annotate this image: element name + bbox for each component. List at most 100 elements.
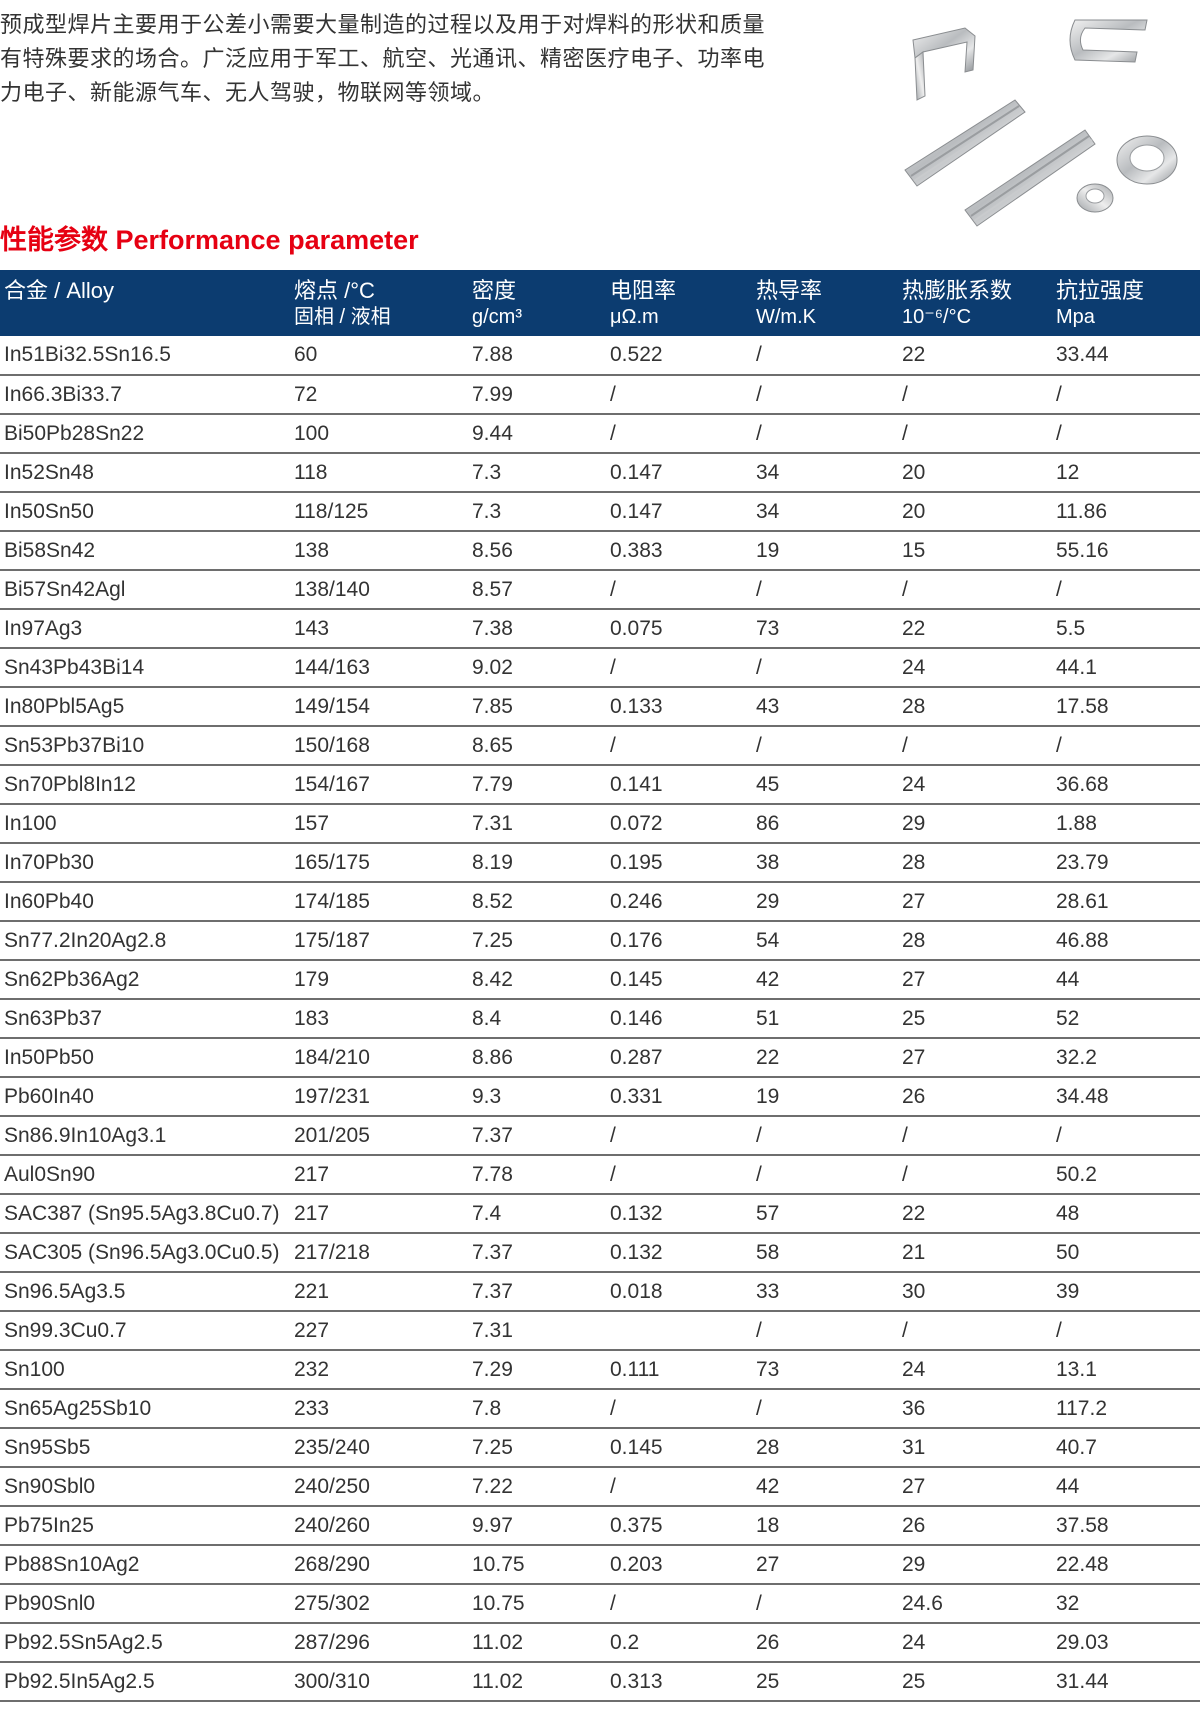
cell-thermal-conductivity: 42	[752, 960, 898, 1000]
cell-thermal-conductivity: 51	[752, 999, 898, 1039]
cell-resistivity: 0.176	[606, 921, 752, 961]
cell-resistivity: 0.075	[606, 609, 752, 649]
cell-density: 7.38	[468, 609, 606, 649]
cell-density: 7.88	[468, 336, 606, 376]
cell-thermal-conductivity: /	[752, 1155, 898, 1195]
cell-melting-point: 233	[290, 1389, 468, 1429]
cell-tensile-strength: /	[1052, 1311, 1200, 1351]
table-row: Pb92.5Sn5Ag2.5 287/296 11.02 0.2 26 24 29.03	[0, 1623, 1200, 1663]
cell-density: 10.75	[468, 1545, 606, 1585]
cell-melting-point: 268/290	[290, 1545, 468, 1585]
cell-thermal-expansion: /	[898, 414, 1052, 454]
cell-thermal-expansion: 22	[898, 1194, 1052, 1234]
cell-thermal-conductivity: /	[752, 1389, 898, 1429]
cell-alloy: SAC305 (Sn96.5Ag3.0Cu0.5)	[0, 1233, 290, 1273]
cell-resistivity: /	[606, 1584, 752, 1624]
cell-density: 7.3	[468, 492, 606, 532]
cell-alloy: Pb60In40	[0, 1077, 290, 1117]
cell-thermal-expansion: /	[898, 570, 1052, 610]
cell-thermal-conductivity: 57	[752, 1194, 898, 1234]
cell-thermal-expansion: 20	[898, 492, 1052, 532]
table-body: In51Bi32.5Sn16.5 60 7.88 0.522/22 33.44 In66.…	[0, 336, 1200, 1702]
cell-resistivity: 0.383	[606, 531, 752, 571]
cell-thermal-expansion: 20	[898, 453, 1052, 493]
cell-tensile-strength: 37.58	[1052, 1506, 1200, 1546]
cell-alloy: Sn43Pb43Bi14	[0, 648, 290, 688]
cell-melting-point: 150/168	[290, 726, 468, 766]
cell-alloy: Bi50Pb28Sn22	[0, 414, 290, 454]
cell-tensile-strength: 117.2	[1052, 1389, 1200, 1429]
table-row: Bi57Sn42Agl 138/140 8.57// / /	[0, 570, 1200, 610]
table-row: Sn62Pb36Ag2 179 8.42 0.145 42 27 44	[0, 960, 1200, 1000]
cell-density: 9.02	[468, 648, 606, 688]
cell-resistivity: 0.018	[606, 1272, 752, 1312]
cell-tensile-strength: 52	[1052, 999, 1200, 1039]
cell-alloy: Pb88Sn10Ag2	[0, 1545, 290, 1585]
cell-alloy: Bi58Sn42	[0, 531, 290, 571]
cell-thermal-conductivity: 28	[752, 1428, 898, 1468]
header-alloy: 合金 / Alloy	[0, 270, 290, 336]
cell-tensile-strength: 44	[1052, 1467, 1200, 1507]
table-row: In50Pb50 184/210 8.86 0.287 22 27 32.2	[0, 1038, 1200, 1078]
cell-resistivity: 0.072	[606, 804, 752, 844]
cell-melting-point: 175/187	[290, 921, 468, 961]
cell-resistivity: /	[606, 1467, 752, 1507]
cell-resistivity: 0.313	[606, 1662, 752, 1702]
intro-line: 力电子、新能源气车、无人驾驶，物联网等领域。	[0, 80, 496, 105]
table-row: Sn86.9In10Ag3.1 201/205 7.37// / /	[0, 1116, 1200, 1156]
cell-resistivity: 0.522	[606, 336, 752, 376]
table-row: Pb90Snl0 275/302 10.75//24.6 32	[0, 1584, 1200, 1624]
cell-density: 7.22	[468, 1467, 606, 1507]
table-row: In100 157 7.31 0.072 86 29 1.88	[0, 804, 1200, 844]
cell-melting-point: 138	[290, 531, 468, 571]
cell-thermal-expansion: 24	[898, 765, 1052, 805]
cell-tensile-strength: 12	[1052, 453, 1200, 493]
cell-melting-point: 235/240	[290, 1428, 468, 1468]
cell-thermal-conductivity: 33	[752, 1272, 898, 1312]
cell-melting-point: 165/175	[290, 843, 468, 883]
table-row: Sn77.2In20Ag2.8 175/187 7.25 0.176 54 28 46.88	[0, 921, 1200, 961]
cell-thermal-conductivity: 18	[752, 1506, 898, 1546]
cell-resistivity: 0.132	[606, 1233, 752, 1273]
cell-melting-point: 72	[290, 375, 468, 415]
cell-thermal-conductivity: /	[752, 375, 898, 415]
cell-melting-point: 300/310	[290, 1662, 468, 1702]
cell-density: 7.31	[468, 1311, 606, 1351]
cell-thermal-expansion: 15	[898, 531, 1052, 571]
cell-resistivity: 0.145	[606, 1428, 752, 1468]
cell-melting-point: 174/185	[290, 882, 468, 922]
cell-alloy: Pb92.5Sn5Ag2.5	[0, 1623, 290, 1663]
intro-text: 预成型焊片主要用于公差小需要大量制造的过程以及用于对焊料的形状和质量 有特殊要求…	[0, 8, 810, 110]
cell-tensile-strength: 48	[1052, 1194, 1200, 1234]
intro-line: 有特殊要求的场合。广泛应用于军工、航空、光通讯、精密医疗电子、功率电	[0, 46, 766, 71]
table-row: Sn95Sb5 235/240 7.25 0.145 28 31 40.7	[0, 1428, 1200, 1468]
cell-resistivity	[606, 1311, 752, 1351]
cell-density: 9.97	[468, 1506, 606, 1546]
cell-thermal-conductivity: 29	[752, 882, 898, 922]
cell-melting-point: 149/154	[290, 687, 468, 727]
cell-alloy: Bi57Sn42Agl	[0, 570, 290, 610]
cell-thermal-conductivity: 19	[752, 1077, 898, 1117]
cell-tensile-strength: /	[1052, 375, 1200, 415]
cell-alloy: Sn53Pb37Bi10	[0, 726, 290, 766]
cell-tensile-strength: /	[1052, 1116, 1200, 1156]
cell-thermal-expansion: 28	[898, 687, 1052, 727]
cell-tensile-strength: /	[1052, 726, 1200, 766]
cell-alloy: Sn77.2In20Ag2.8	[0, 921, 290, 961]
cell-thermal-conductivity: 73	[752, 609, 898, 649]
cell-thermal-conductivity: 58	[752, 1233, 898, 1273]
cell-thermal-expansion: 27	[898, 882, 1052, 922]
table-header-row: 合金 / Alloy 熔点 /°C 固相 / 液相 密度 g/cm³ 电阻率 μΩ.m…	[0, 270, 1200, 336]
cell-tensile-strength: 32	[1052, 1584, 1200, 1624]
cell-tensile-strength: 50	[1052, 1233, 1200, 1273]
cell-melting-point: 217/218	[290, 1233, 468, 1273]
cell-thermal-expansion: /	[898, 1155, 1052, 1195]
cell-density: 8.56	[468, 531, 606, 571]
cell-density: 7.4	[468, 1194, 606, 1234]
cell-alloy: In50Sn50	[0, 492, 290, 532]
cell-density: 7.37	[468, 1116, 606, 1156]
table-row: Sn100 232 7.29 0.111 73 24 13.1	[0, 1350, 1200, 1390]
cell-resistivity: /	[606, 1155, 752, 1195]
cell-melting-point: 157	[290, 804, 468, 844]
cell-density: 8.86	[468, 1038, 606, 1078]
